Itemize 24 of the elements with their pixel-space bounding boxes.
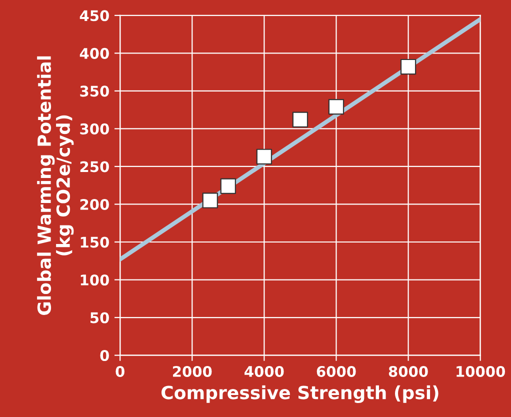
- x-axis-title: Compressive Strength (psi): [162, 385, 438, 403]
- point: [220, 178, 236, 194]
- x-tick-label: 4000: [244, 366, 284, 377]
- y-tick-label: 450: [80, 10, 109, 22]
- x-tick-label: 6000: [316, 366, 356, 377]
- x-tick-label: 0: [116, 366, 124, 377]
- y-tick-label: 200: [80, 198, 109, 210]
- x-tick-label: 2000: [172, 366, 212, 377]
- y-tick-label: 100: [80, 274, 109, 286]
- y-tick-label: 350: [80, 86, 109, 97]
- point: [256, 148, 272, 164]
- point: [328, 98, 344, 115]
- y-tick-label: 0: [100, 350, 109, 362]
- point: [292, 112, 308, 128]
- x-tick-label: 10000: [456, 366, 506, 377]
- y-tick-label: 300: [80, 123, 109, 134]
- y-tick-label: 400: [80, 48, 109, 59]
- y-axis-title: Global Warming Potential (kg CO2e/cyd): [37, 56, 74, 315]
- point: [202, 192, 218, 208]
- y-tick-label: 150: [80, 236, 109, 248]
- y-tick-label: 50: [90, 312, 109, 324]
- x-tick-label: 8000: [388, 366, 428, 377]
- point: [400, 58, 416, 75]
- y-tick-label: 250: [80, 161, 109, 172]
